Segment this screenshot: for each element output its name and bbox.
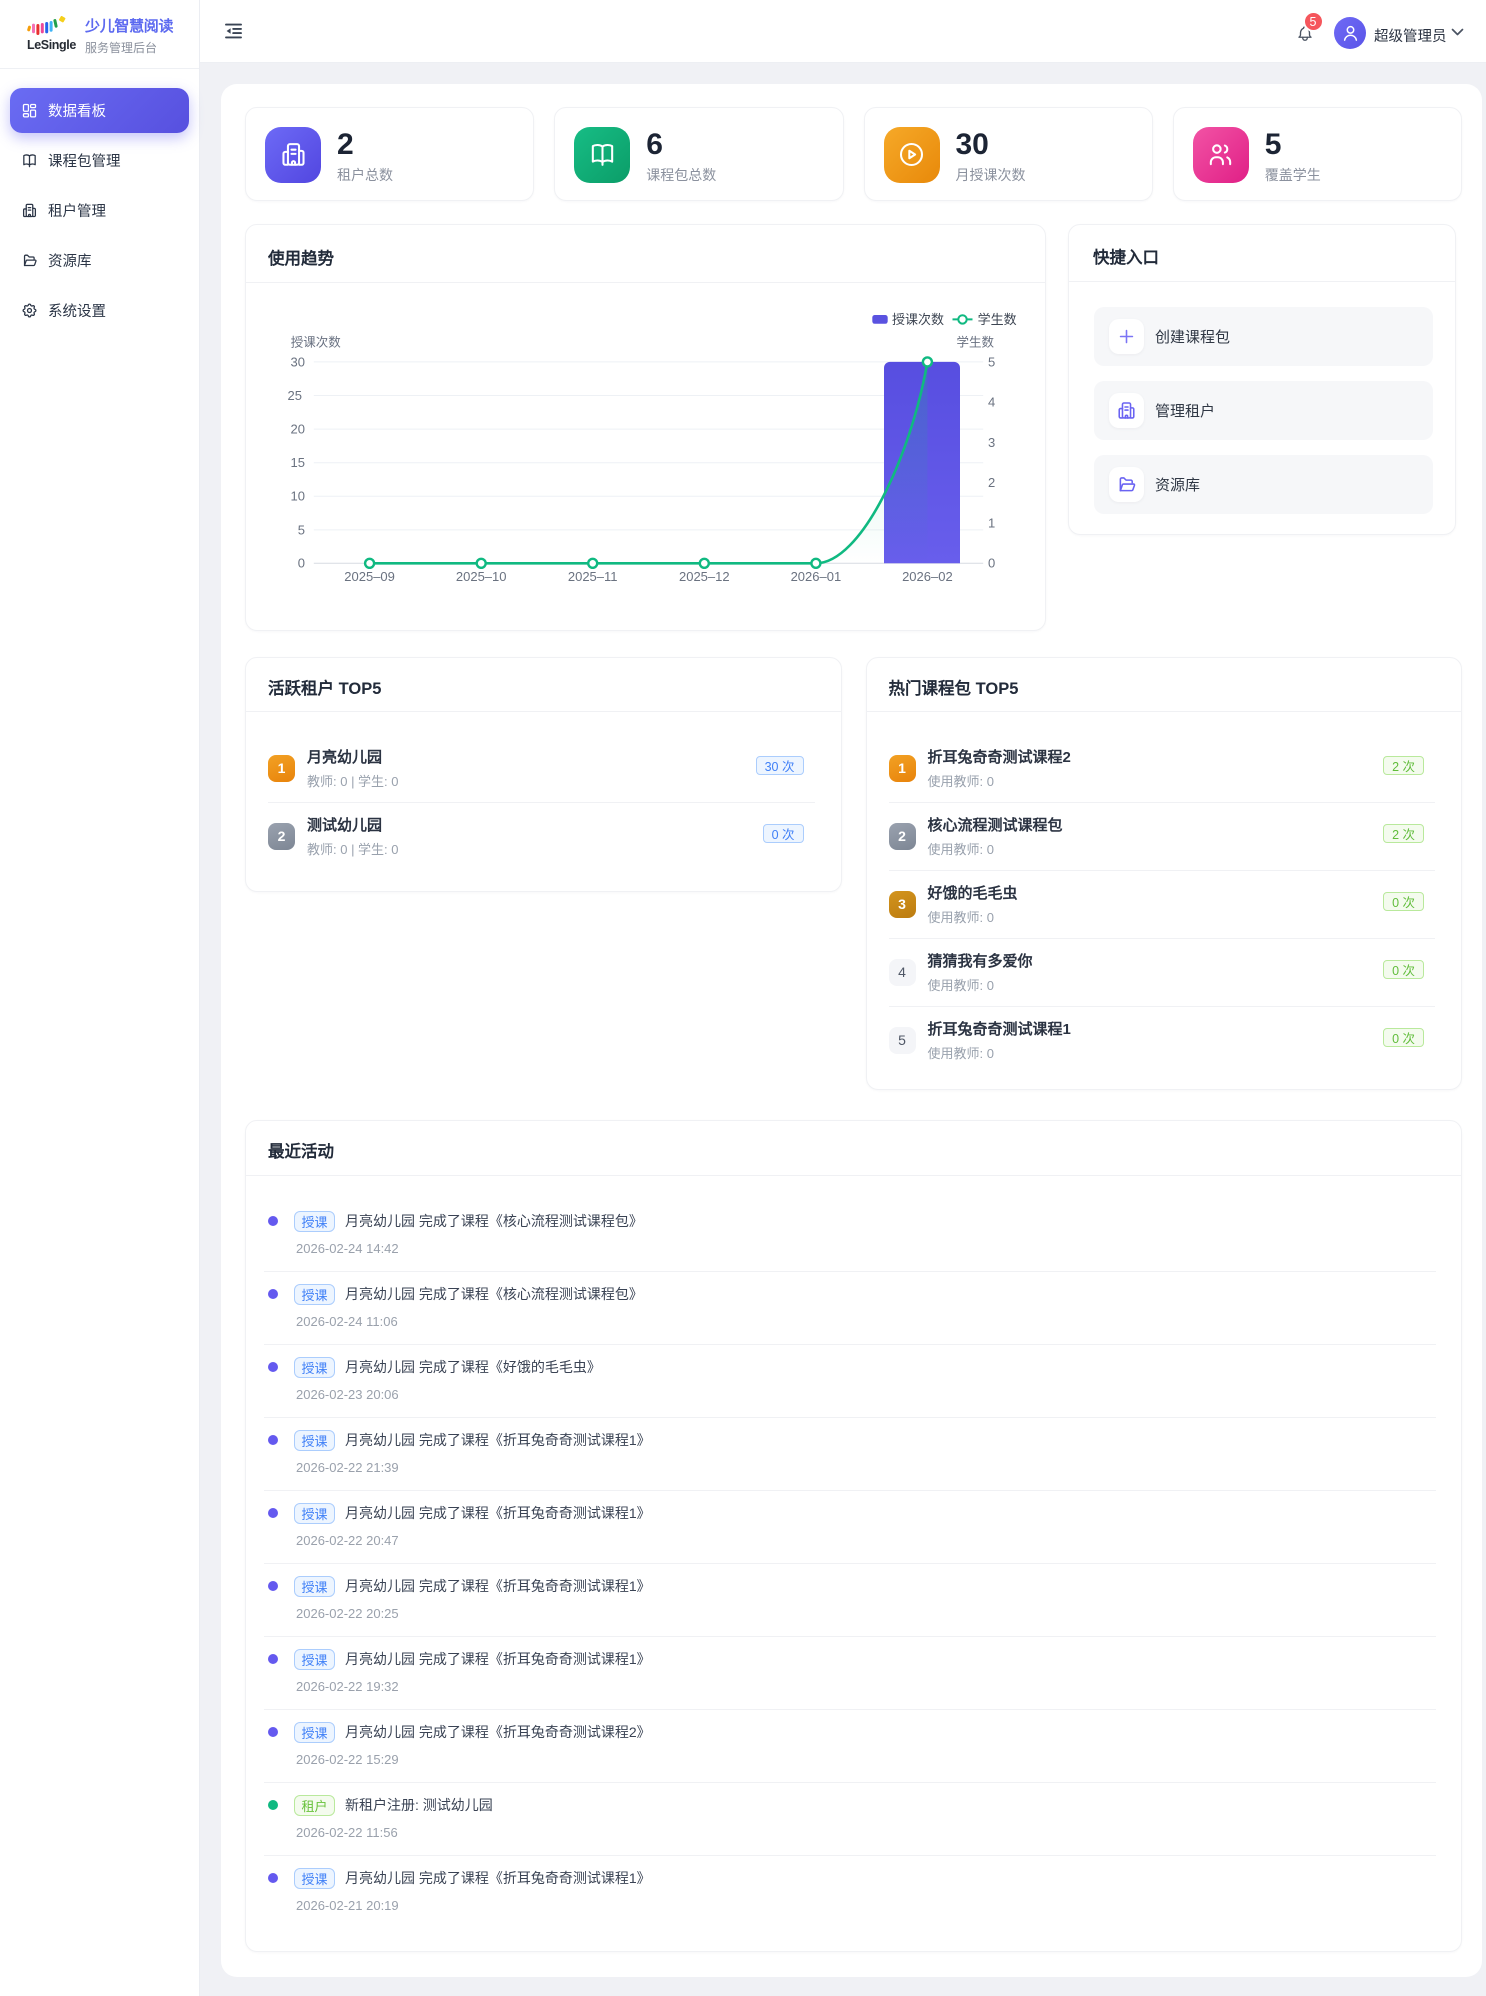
svg-text:2025–09: 2025–09	[344, 569, 395, 584]
svg-text:授课次数: 授课次数	[892, 312, 944, 327]
svg-text:2026–02: 2026–02	[902, 569, 953, 584]
svg-text:30: 30	[291, 354, 305, 369]
svg-text:2026–01: 2026–01	[791, 569, 842, 584]
svg-text:2025–11: 2025–11	[568, 569, 618, 584]
svg-text:20: 20	[291, 422, 305, 437]
svg-text:2: 2	[988, 475, 995, 490]
svg-text:0: 0	[988, 556, 995, 571]
svg-text:1: 1	[988, 515, 995, 530]
svg-text:5: 5	[988, 354, 995, 369]
svg-text:学生数: 学生数	[956, 335, 994, 350]
svg-text:25: 25	[288, 388, 302, 403]
svg-text:15: 15	[291, 455, 305, 470]
svg-text:2025–12: 2025–12	[679, 569, 730, 584]
svg-text:0: 0	[298, 556, 305, 571]
svg-text:10: 10	[291, 489, 305, 504]
svg-text:4: 4	[988, 395, 995, 410]
svg-text:授课次数: 授课次数	[291, 335, 342, 350]
svg-text:学生数: 学生数	[978, 312, 1017, 327]
svg-text:3: 3	[988, 435, 995, 450]
svg-text:2025–10: 2025–10	[456, 569, 507, 584]
svg-text:5: 5	[298, 522, 305, 537]
